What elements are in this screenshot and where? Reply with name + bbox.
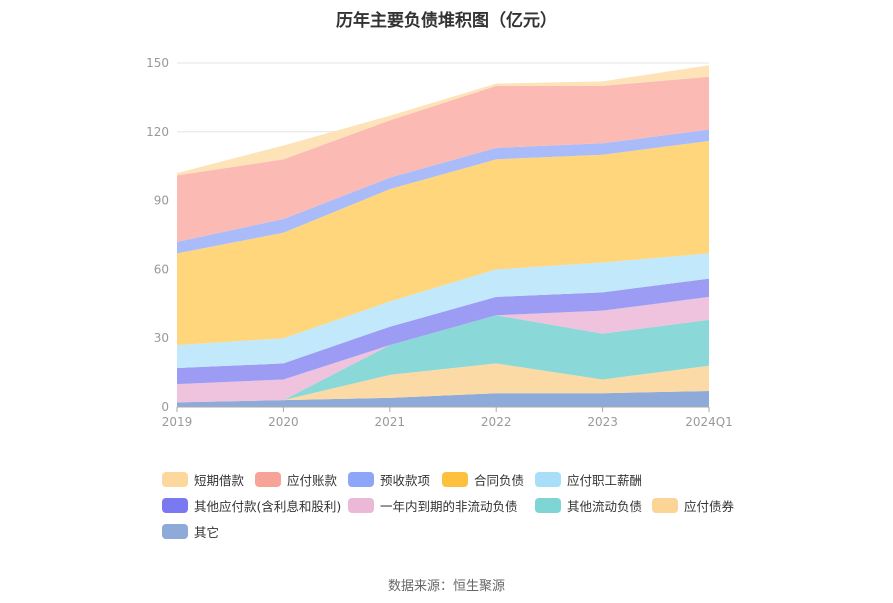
legend-swatch [348, 472, 374, 487]
series-area [177, 65, 709, 176]
y-tick-label: 90 [154, 194, 169, 208]
series-area [177, 315, 709, 403]
legend-item[interactable]: 应付债券 [652, 496, 734, 515]
y-tick-label: 60 [154, 262, 169, 276]
legend-swatch [535, 472, 561, 487]
legend-item[interactable]: 其它 [162, 522, 219, 541]
legend-label: 其它 [194, 525, 220, 540]
series-areas [177, 65, 709, 407]
legend-label: 应付账款 [287, 473, 338, 488]
series-area [177, 390, 709, 407]
legend-item[interactable]: 应付职工薪酬 [535, 470, 642, 489]
y-tick-label: 0 [161, 400, 169, 414]
y-tick-label: 150 [146, 56, 169, 70]
legend-item[interactable]: 一年内到期的非流动负债 [348, 496, 518, 515]
chart-title: 历年主要负债堆积图（亿元） [336, 11, 557, 31]
legend-item[interactable]: 其他流动负债 [535, 496, 642, 515]
legend-label: 其他应付款(含利息和股利) [194, 499, 342, 514]
legend-label: 一年内到期的非流动负债 [380, 499, 518, 514]
x-tick-label: 2024Q1 [685, 415, 733, 429]
legend-swatch [162, 498, 188, 513]
x-tick-label: 2019 [162, 415, 193, 429]
legend-swatch [162, 524, 188, 539]
legend-swatch [162, 472, 188, 487]
legend-item[interactable]: 其他应付款(含利息和股利) [162, 496, 341, 515]
legend-label: 合同负债 [474, 473, 525, 488]
series-area [177, 296, 709, 403]
legend-label: 其他流动负债 [567, 499, 643, 514]
legend-swatch [348, 498, 374, 513]
x-tick-label: 2022 [481, 415, 512, 429]
series-area [177, 253, 709, 369]
legend-item[interactable]: 合同负债 [442, 470, 524, 489]
legend-item[interactable]: 应付账款 [255, 470, 337, 489]
legend-swatch [652, 498, 678, 513]
legend-label: 应付职工薪酬 [567, 473, 643, 488]
legend-item[interactable]: 预收款项 [348, 470, 430, 489]
legend-label: 应付债券 [684, 499, 735, 514]
series-area [177, 76, 709, 242]
series-area [177, 129, 709, 254]
legend-label: 预收款项 [380, 473, 431, 488]
series-area [177, 278, 709, 385]
legend-item[interactable]: 短期借款 [162, 470, 244, 489]
axes: 0 30 60 90 120 150 2019 2020 2021 2022 2023 2024Q1 [146, 56, 733, 429]
y-tick-label: 30 [154, 331, 169, 345]
x-tick-label: 2021 [375, 415, 406, 429]
series-area [177, 140, 709, 346]
series-area [177, 363, 709, 403]
source-note: 数据来源：恒生聚源 [387, 579, 505, 594]
x-tick-label: 2020 [268, 415, 299, 429]
legend-swatch [442, 472, 468, 487]
stacked-area-chart: 0 30 60 90 120 150 2019 2020 2021 2022 2023 2024Q1 [146, 56, 733, 429]
y-tick-label: 120 [146, 125, 169, 139]
legend-swatch [255, 472, 281, 487]
x-tick-label: 2023 [587, 415, 618, 429]
legend-swatch [535, 498, 561, 513]
legend-label: 短期借款 [194, 473, 245, 488]
